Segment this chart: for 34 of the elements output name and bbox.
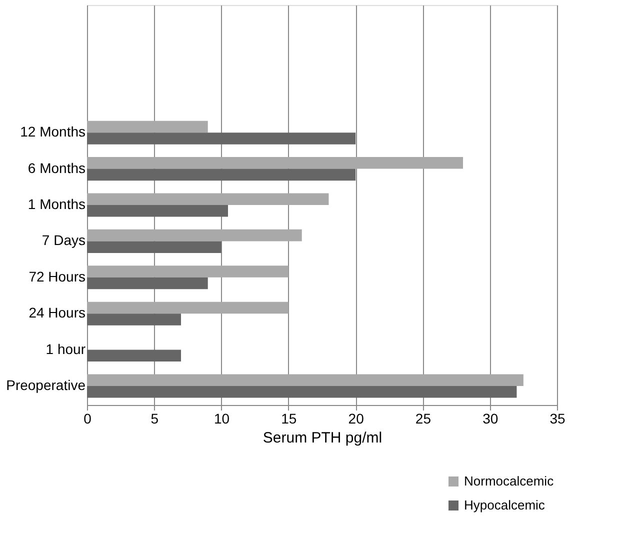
legend-label: Normocalcemic	[464, 474, 554, 488]
x-tick-label: 15	[281, 410, 297, 426]
bar	[87, 302, 288, 314]
x-tick-label: 0	[84, 410, 92, 426]
bar	[87, 193, 329, 205]
bar	[87, 277, 208, 290]
bar	[87, 386, 517, 398]
y-tick-label: 24 Hours	[28, 304, 86, 321]
bar	[87, 241, 222, 253]
y-tick-label: 12 Months	[20, 124, 86, 140]
y-tick-label: 1 hour	[46, 340, 86, 357]
y-tick-label: 7 Days	[42, 232, 86, 248]
x-axis-title: Serum PTH pg/ml	[262, 430, 382, 446]
bar	[87, 157, 463, 169]
bar	[87, 168, 356, 181]
bar	[87, 350, 181, 362]
x-tick-label: 20	[348, 410, 364, 426]
y-tick-label: Preoperative	[6, 376, 86, 393]
x-tick-label: 5	[150, 410, 159, 426]
legend-label: Hypocalcemic	[464, 498, 546, 512]
x-tick-label: 10	[214, 410, 230, 426]
bar	[87, 229, 302, 242]
y-tick-label: 72 Hours	[28, 268, 86, 284]
bar	[87, 120, 208, 133]
y-tick-label: 6 Months	[28, 160, 86, 176]
x-tick-label: 35	[550, 410, 566, 426]
bar	[87, 314, 181, 326]
y-tick-label: 1 Months	[28, 196, 86, 212]
bar	[87, 132, 356, 144]
x-tick-label: 30	[482, 410, 498, 426]
bar	[87, 205, 228, 217]
bar	[87, 374, 524, 386]
x-tick-label: 25	[415, 410, 432, 426]
bar	[87, 266, 288, 278]
